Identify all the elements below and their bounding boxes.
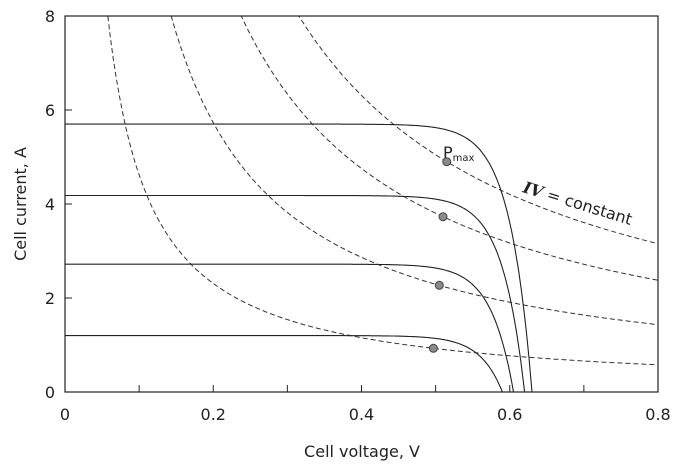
- pmax-label: Pmax: [443, 143, 475, 164]
- x-tick-label: 0.4: [349, 405, 374, 424]
- y-tick-label: 2: [45, 289, 55, 308]
- iv-curve-3: [65, 263, 515, 392]
- iv-curve-4: [65, 335, 503, 392]
- iv-curve-2: [65, 194, 526, 392]
- max-power-points: [428, 157, 452, 353]
- max-power-point-1: [442, 157, 452, 167]
- iv-curve-1: [65, 123, 533, 392]
- x-tick-label: 0.2: [201, 405, 226, 424]
- y-axis-label: Cell current, A: [11, 147, 30, 261]
- axis-ticks: 0 0.2 0.4 0.6 0.8 0 2 4 6 8: [45, 7, 671, 424]
- plot-curves: [65, 16, 658, 392]
- constant-power-curve-2: [170, 16, 658, 326]
- max-power-point-3: [434, 280, 444, 290]
- y-tick-label: 0: [45, 383, 55, 402]
- constant-power-curve-1: [107, 16, 658, 366]
- iv-constant-label: IV = constant: [520, 177, 635, 229]
- max-power-point-2: [438, 212, 448, 222]
- x-tick-label: 0: [60, 405, 70, 424]
- max-power-point-4: [428, 343, 438, 353]
- x-tick-label: 0.8: [645, 405, 670, 424]
- y-tick-label: 8: [45, 7, 55, 26]
- constant-power-curve-3: [240, 16, 658, 281]
- x-tick-label: 0.6: [497, 405, 522, 424]
- x-axis-label: Cell voltage, V: [304, 442, 420, 461]
- constant-power-curve-4: [298, 16, 658, 245]
- y-tick-label: 4: [45, 195, 55, 214]
- y-tick-label: 6: [45, 101, 55, 120]
